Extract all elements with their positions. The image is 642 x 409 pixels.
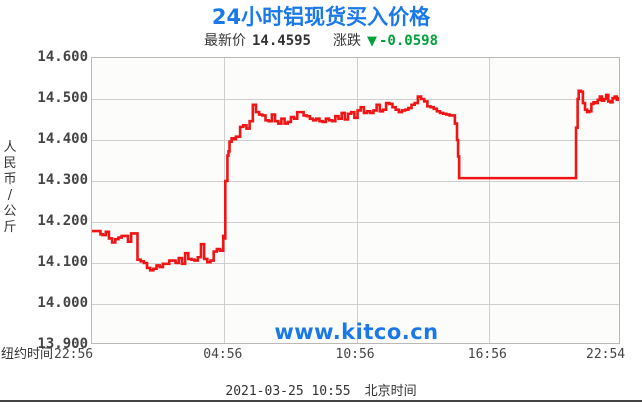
price-line-series bbox=[92, 89, 619, 272]
gridline-horizontal bbox=[92, 181, 619, 182]
timestamp: 2021-03-25 10:55 bbox=[225, 384, 351, 399]
latest-price-label: 最新价 bbox=[203, 33, 246, 49]
y-axis-tick-label: 14.500 bbox=[37, 90, 88, 106]
y-axis-title-char: 公 bbox=[3, 204, 17, 219]
latest-price-value: 14.4595 bbox=[251, 33, 311, 49]
arrow-down-icon: ▼ bbox=[367, 34, 377, 49]
gridline-horizontal bbox=[92, 304, 619, 305]
y-axis-tick-label: 14.200 bbox=[37, 213, 88, 229]
y-axis-title-char: 民 bbox=[3, 156, 17, 171]
page-title: 24小时铝现货买入价格 bbox=[211, 5, 431, 29]
change-label: 涨跌 bbox=[333, 33, 361, 49]
footer-divider bbox=[0, 400, 642, 402]
x-axis-tick-label: 22:56 bbox=[54, 347, 94, 362]
y-axis-tick-label: 13.900 bbox=[37, 336, 88, 352]
gridline-horizontal bbox=[92, 263, 619, 264]
y-axis-tick-label: 14.100 bbox=[37, 254, 88, 270]
x-axis-tick-label: 22:54 bbox=[586, 347, 626, 362]
price-summary-row: 最新价 14.4595 涨跌 ▼ -0.0598 bbox=[0, 32, 642, 51]
x-axis-title: 纽约时间 bbox=[1, 347, 54, 362]
gridline-horizontal bbox=[92, 140, 619, 141]
y-axis-tick-label: 14.300 bbox=[37, 172, 88, 188]
x-axis-tick-label: 04:56 bbox=[203, 347, 243, 362]
y-axis-title-char: 斤 bbox=[3, 220, 17, 235]
y-axis-tick-label: 14.400 bbox=[37, 131, 88, 147]
timezone-label: 北京时间 bbox=[364, 384, 417, 399]
y-axis-title-char: 人 bbox=[3, 140, 17, 155]
x-axis-tick-label: 16:56 bbox=[467, 347, 507, 362]
x-axis-tick-labels: 22:56 04:56 10:56 16:56 22:54 bbox=[0, 347, 642, 367]
y-axis-title-char: / bbox=[7, 188, 13, 203]
y-axis-title-char: 币 bbox=[3, 172, 17, 187]
y-axis-tick-labels: 14.600 14.500 14.400 14.300 14.200 14.100 14.0… bbox=[0, 0, 88, 409]
gridline-horizontal bbox=[92, 222, 619, 223]
y-axis-tick-label: 14.000 bbox=[37, 295, 88, 311]
plot-area: www.kitco.cn bbox=[91, 57, 620, 344]
y-axis-tick-label: 14.600 bbox=[37, 49, 88, 65]
gridline-vertical bbox=[489, 58, 490, 343]
x-axis-tick-label: 10:56 bbox=[335, 347, 375, 362]
change-value: -0.0598 bbox=[379, 33, 439, 49]
y-axis-title: 人民币 / 公斤 bbox=[2, 140, 18, 236]
gridline-vertical bbox=[357, 58, 358, 343]
gridline-horizontal bbox=[92, 99, 619, 100]
footer-caption: 2021-03-25 10:55 北京时间 bbox=[0, 380, 642, 399]
